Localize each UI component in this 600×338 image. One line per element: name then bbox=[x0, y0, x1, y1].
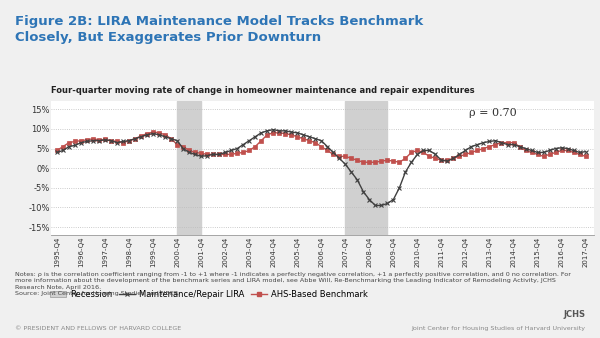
Maintenance/Repair LIRA bbox=[119, 139, 127, 143]
AHS-Based Benchmark bbox=[119, 141, 127, 145]
Text: ρ = 0.70: ρ = 0.70 bbox=[469, 108, 517, 118]
Maintenance/Repair LIRA bbox=[330, 150, 337, 154]
Maintenance/Repair LIRA bbox=[107, 139, 115, 143]
AHS-Based Benchmark bbox=[534, 152, 541, 156]
AHS-Based Benchmark bbox=[149, 130, 157, 134]
AHS-Based Benchmark bbox=[582, 154, 589, 159]
AHS-Based Benchmark bbox=[53, 148, 61, 152]
Text: Figure 2B: LIRA Maintenance Model Tracks Benchmark
Closely, But Exaggerates Prio: Figure 2B: LIRA Maintenance Model Tracks… bbox=[15, 15, 423, 44]
AHS-Based Benchmark bbox=[360, 160, 367, 164]
Line: Maintenance/Repair LIRA: Maintenance/Repair LIRA bbox=[55, 128, 587, 208]
AHS-Based Benchmark bbox=[263, 133, 271, 137]
Text: Four-quarter moving rate of change in homeowner maintenance and repair expenditu: Four-quarter moving rate of change in ho… bbox=[51, 86, 475, 95]
Maintenance/Repair LIRA bbox=[269, 128, 277, 132]
Maintenance/Repair LIRA bbox=[257, 131, 265, 135]
Maintenance/Repair LIRA bbox=[372, 203, 379, 208]
AHS-Based Benchmark bbox=[107, 139, 115, 143]
Bar bbox=[177, 101, 201, 235]
Legend: Recession, Maintenance/Repair LIRA, AHS-Based Benchmark: Recession, Maintenance/Repair LIRA, AHS-… bbox=[50, 290, 368, 299]
Text: JCHS: JCHS bbox=[563, 310, 585, 319]
Maintenance/Repair LIRA bbox=[582, 150, 589, 154]
Line: AHS-Based Benchmark: AHS-Based Benchmark bbox=[55, 130, 587, 164]
Text: Notes: ρ is the correlation coefficient ranging from -1 to +1 where -1 indicates: Notes: ρ is the correlation coefficient … bbox=[15, 272, 571, 296]
AHS-Based Benchmark bbox=[167, 137, 175, 141]
Text: Joint Center for Housing Studies of Harvard University: Joint Center for Housing Studies of Harv… bbox=[411, 325, 585, 331]
Maintenance/Repair LIRA bbox=[53, 150, 61, 154]
Maintenance/Repair LIRA bbox=[161, 135, 169, 139]
Bar bbox=[346, 101, 388, 235]
Maintenance/Repair LIRA bbox=[534, 150, 541, 154]
Text: © PRESIDENT AND FELLOWS OF HARVARD COLLEGE: © PRESIDENT AND FELLOWS OF HARVARD COLLE… bbox=[15, 325, 181, 331]
AHS-Based Benchmark bbox=[330, 152, 337, 156]
